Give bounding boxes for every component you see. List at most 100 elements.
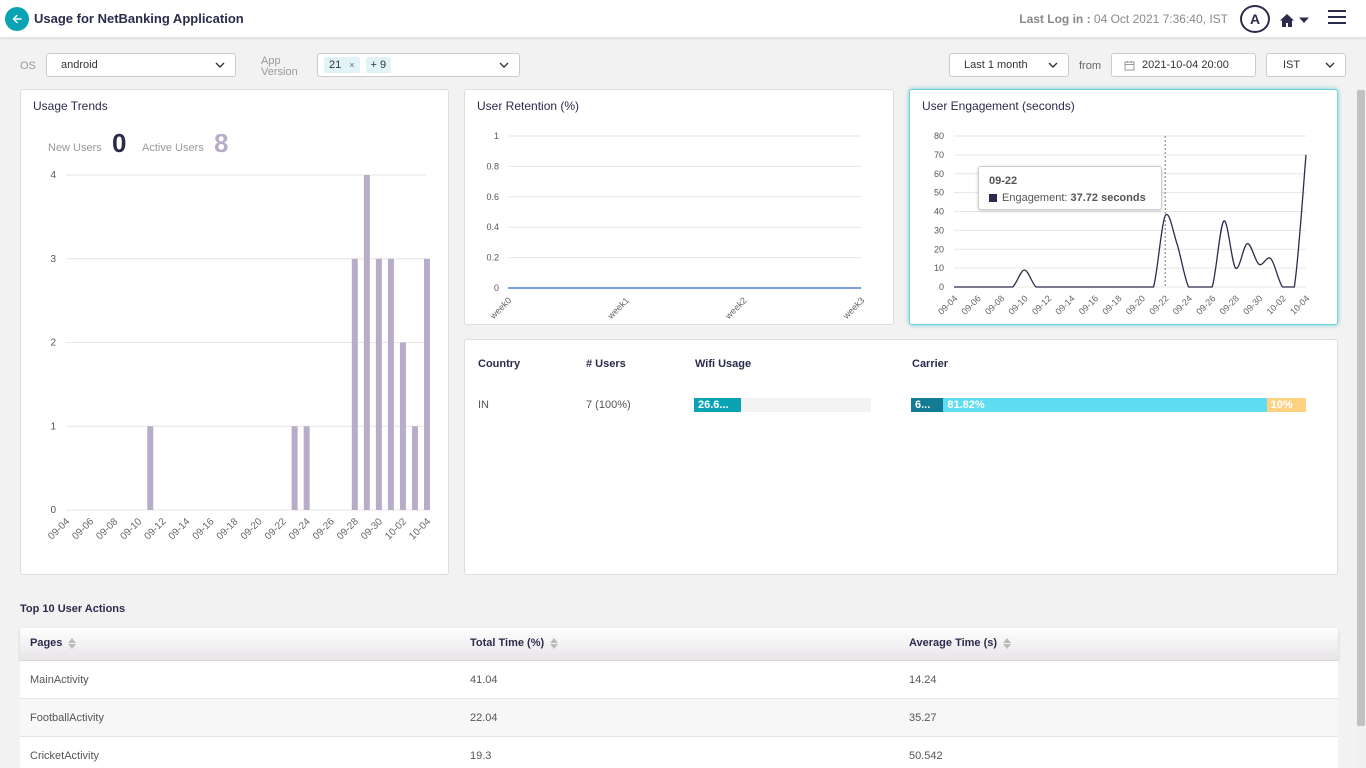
back-button[interactable]	[5, 7, 29, 31]
y-tick-label: 30	[934, 225, 944, 235]
last-login: Last Log in : 04 Oct 2021 7:36:40, IST	[1019, 12, 1228, 26]
x-tick-label: week0	[487, 295, 513, 321]
from-label: from	[1079, 60, 1101, 72]
bar	[291, 426, 298, 510]
avg-time-cell: 50.542	[909, 750, 943, 762]
new-users-label: New Users	[48, 142, 102, 154]
close-icon[interactable]: ×	[349, 60, 355, 70]
x-tick-label: week1	[605, 295, 631, 321]
bar	[351, 258, 358, 510]
page-cell: MainActivity	[30, 674, 89, 686]
x-tick-label: 09-26	[1194, 293, 1217, 316]
table-header: Pages Total Time (%) Average Time (s)	[20, 628, 1338, 660]
engagement-tooltip: 09-22 Engagement: 37.72 seconds	[978, 166, 1162, 210]
x-tick-label: 09-16	[191, 516, 217, 542]
hamburger-menu-icon[interactable]	[1328, 10, 1346, 26]
os-select-value: android	[61, 59, 98, 71]
app-version-more-chip[interactable]: + 9	[365, 57, 392, 73]
x-tick-label: 10-04	[1288, 293, 1311, 316]
table-row[interactable]: MainActivity 41.04 14.24	[20, 661, 1338, 699]
usage-trends-chart: 0 1 2 3 4 09-0409-0609-0809-1009-1209-1409-16…	[46, 170, 433, 542]
sort-icon[interactable]	[68, 637, 77, 649]
y-tick-label: 50	[934, 188, 944, 198]
x-tick-label: 10-04	[407, 516, 433, 542]
bar	[424, 258, 430, 510]
timezone-value: IST	[1283, 59, 1301, 71]
x-tick-label: 09-14	[1053, 293, 1076, 316]
col-total-time[interactable]: Total Time (%)	[470, 637, 559, 649]
total-time-cell: 19.3	[470, 750, 492, 762]
bar	[303, 426, 310, 510]
last-login-label: Last Log in :	[1019, 12, 1091, 26]
timezone-select[interactable]: IST	[1266, 53, 1346, 77]
avatar[interactable]: A	[1240, 5, 1270, 33]
y-tick-label: 70	[934, 150, 944, 160]
chevron-down-icon	[215, 62, 225, 68]
chevron-down-icon	[1325, 62, 1335, 68]
tooltip-value: 37.72 seconds	[1070, 192, 1146, 204]
home-menu-button[interactable]	[1279, 10, 1313, 30]
series-swatch	[989, 194, 997, 202]
x-tick-label: 09-10	[1006, 293, 1029, 316]
y-tick-label: 40	[934, 207, 944, 217]
x-tick-label: 09-24	[287, 516, 313, 542]
wifi-header: Wifi Usage	[695, 358, 752, 370]
x-tick-label: 09-08	[983, 293, 1006, 316]
x-tick-label: 09-04	[936, 293, 959, 316]
chevron-down-icon	[499, 62, 509, 68]
y-tick-label: 60	[934, 169, 944, 179]
x-tick-label: week3	[840, 295, 866, 321]
usage-trends-card: Usage Trends New Users 0 Active Users 8 …	[20, 89, 449, 575]
x-tick-label: 09-28	[335, 516, 361, 542]
wifi-usage-bar: 26.6...	[694, 398, 871, 412]
sort-icon[interactable]	[1003, 637, 1012, 649]
col-total-time-label: Total Time (%)	[470, 637, 545, 649]
x-tick-label: 09-20	[239, 516, 265, 542]
col-average-time-label: Average Time (s)	[909, 637, 998, 649]
y-tick-label: 0	[50, 505, 56, 516]
x-tick-label: 09-20	[1124, 293, 1147, 316]
total-time-cell: 41.04	[470, 674, 498, 686]
tooltip-label: Engagement:	[1002, 192, 1068, 204]
new-users-value: 0	[112, 128, 127, 158]
bar	[387, 258, 394, 510]
sort-icon[interactable]	[550, 637, 559, 649]
x-tick-label: 09-14	[167, 516, 193, 542]
tooltip-date: 09-22	[989, 175, 1018, 187]
carrier-header: Carrier	[912, 358, 949, 370]
carrier-segment: 81.82%	[943, 398, 1267, 412]
y-tick-label: 2	[50, 338, 56, 349]
x-tick-label: 09-18	[1100, 293, 1123, 316]
y-tick-label: 0.4	[486, 222, 499, 232]
country-value: IN	[478, 399, 489, 411]
x-tick-label: 09-06	[70, 516, 96, 542]
scrollbar-thumb[interactable]	[1357, 90, 1365, 726]
user-retention-title: User Retention (%)	[477, 99, 580, 113]
app-version-chip[interactable]: 21 ×	[324, 57, 360, 73]
page-title: Usage for NetBanking Application	[34, 11, 244, 26]
carrier-segment: 10%	[1266, 398, 1307, 412]
app-header: Usage for NetBanking Application Last Lo…	[0, 0, 1366, 38]
calendar-icon	[1124, 60, 1135, 70]
y-tick-label: 0	[494, 283, 499, 293]
period-select[interactable]: Last 1 month	[949, 53, 1069, 77]
bar	[363, 175, 370, 510]
y-tick-label: 20	[934, 244, 944, 254]
col-average-time[interactable]: Average Time (s)	[909, 637, 1012, 649]
x-tick-label: 10-02	[1265, 293, 1288, 316]
table-row[interactable]: FootballActivity 22.04 35.27	[20, 699, 1338, 737]
table-row[interactable]: CricketActivity 19.3 50.542	[20, 737, 1338, 768]
y-tick-label: 0.8	[486, 161, 499, 171]
x-tick-label: 09-26	[311, 516, 337, 542]
col-pages[interactable]: Pages	[30, 637, 77, 649]
app-version-select[interactable]: 21 × + 9	[317, 53, 520, 77]
x-tick-label: 09-16	[1077, 293, 1100, 316]
app-version-label-line2: Version	[261, 66, 298, 78]
x-tick-label: 09-06	[960, 293, 983, 316]
y-tick-label: 80	[934, 131, 944, 141]
os-select[interactable]: android	[46, 53, 236, 77]
from-date-input[interactable]: 2021-10-04 20:00	[1111, 53, 1256, 77]
x-tick-label: 09-12	[143, 516, 169, 542]
y-tick-label: 0.2	[486, 253, 499, 263]
